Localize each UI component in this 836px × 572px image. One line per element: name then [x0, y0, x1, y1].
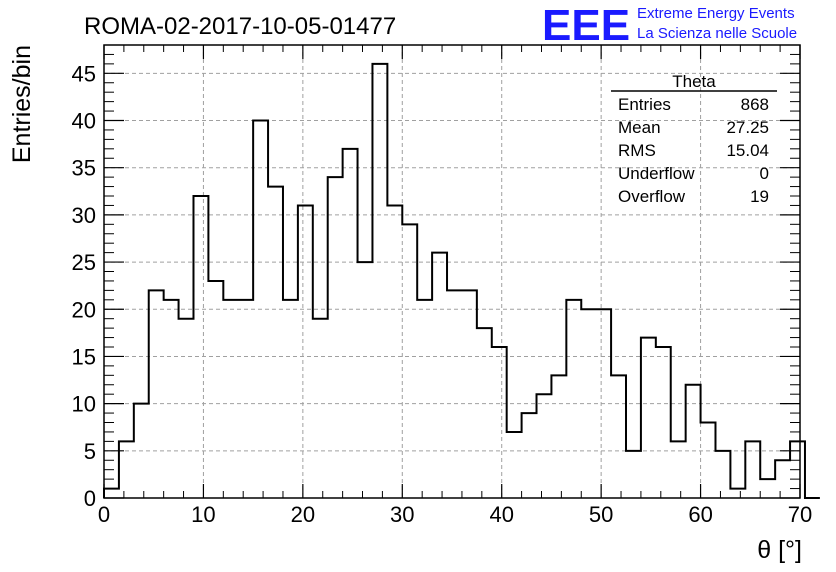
histogram-bin	[641, 338, 656, 498]
x-tick-label: 70	[788, 502, 812, 527]
x-tick-labels: 0 10 20 30 40 50 60 70	[98, 502, 812, 527]
y-tick-label: 25	[72, 250, 96, 275]
histogram-bin	[372, 64, 387, 498]
histogram-bin	[775, 460, 790, 498]
histogram-bin	[193, 196, 208, 498]
histogram-bin	[566, 300, 581, 498]
histogram-bin	[283, 300, 298, 498]
histogram-bin	[686, 385, 701, 498]
eee-logo: EEE	[542, 1, 630, 50]
y-tick-label: 40	[72, 109, 96, 134]
x-tick-label: 60	[688, 502, 712, 527]
stats-label-entries: Entries	[618, 95, 671, 114]
histogram-bin	[402, 224, 417, 498]
histogram-bin	[611, 375, 626, 498]
stats-value-mean: 27.25	[726, 118, 769, 137]
x-tick-label: 20	[291, 502, 315, 527]
histogram-bin	[492, 347, 507, 498]
histogram-bin	[790, 441, 805, 498]
y-tick-label: 5	[84, 439, 96, 464]
y-tick-label: 0	[84, 486, 96, 511]
histogram-bin	[208, 281, 223, 498]
histogram-bin	[715, 451, 730, 498]
histogram-bin	[596, 309, 611, 498]
histogram-bin	[462, 290, 477, 498]
x-tick-label: 50	[589, 502, 613, 527]
y-axis-label: Entries/bin	[8, 45, 36, 163]
stats-label-underflow: Underflow	[618, 164, 695, 183]
histogram-bin	[745, 441, 760, 498]
stats-label-overflow: Overflow	[618, 187, 686, 206]
histogram-bin	[447, 290, 462, 498]
histogram-bin	[656, 347, 671, 498]
histogram-bin	[179, 319, 194, 498]
y-tick-label: 10	[72, 392, 96, 417]
stats-value-overflow: 19	[750, 187, 769, 206]
histogram-bin	[238, 300, 253, 498]
histogram-bin	[551, 375, 566, 498]
logo-subtitle-line2: La Scienza nelle Scuole	[637, 25, 797, 42]
histogram-bin	[298, 205, 313, 498]
y-tick-label: 30	[72, 203, 96, 228]
x-tick-label: 40	[489, 502, 513, 527]
histogram-bin	[119, 441, 134, 498]
x-axis-label: θ [°]	[757, 536, 802, 564]
histogram-bin	[328, 177, 343, 498]
histogram-bin	[760, 479, 775, 498]
histogram-outline	[103, 62, 820, 499]
histogram-bin	[313, 319, 328, 498]
histogram-bin	[104, 489, 119, 498]
stats-box: Theta Entries 868 Mean 27.25 RMS 15.04 U…	[611, 72, 777, 206]
histogram-bin	[417, 300, 432, 498]
stats-value-entries: 868	[741, 95, 769, 114]
x-tick-label: 10	[191, 502, 215, 527]
histogram-bin	[701, 423, 716, 499]
histogram-bin	[253, 121, 268, 499]
histogram-bin	[537, 394, 552, 498]
histogram-bin	[581, 309, 596, 498]
y-tick-label: 35	[72, 156, 96, 181]
histogram-bin	[730, 489, 745, 498]
plot-frame	[103, 44, 801, 499]
histogram-bin	[149, 290, 164, 498]
stats-label-rms: RMS	[618, 141, 656, 160]
y-tick-label: 15	[72, 344, 96, 369]
histogram-bin	[507, 432, 522, 498]
logo-subtitle-line1: Extreme Energy Events	[637, 5, 795, 22]
histogram-bin	[268, 187, 283, 498]
stats-title: Theta	[672, 72, 716, 91]
histogram-bin	[671, 441, 686, 498]
y-tick-labels: 0 5 10 15 20 25 30 35 40 45	[72, 61, 96, 511]
y-tick-label: 20	[72, 297, 96, 322]
stats-label-mean: Mean	[618, 118, 661, 137]
y-tick-label: 45	[72, 61, 96, 86]
histogram-bin	[343, 149, 358, 498]
histogram-bin	[626, 451, 641, 498]
x-tick-label: 0	[98, 502, 110, 527]
x-tick-label: 30	[390, 502, 414, 527]
chart-title: ROMA-02-2017-10-05-01477	[84, 13, 396, 40]
histogram-bin	[522, 413, 537, 498]
histogram-bin	[134, 404, 149, 498]
histogram-bin	[164, 300, 179, 498]
histogram-bin	[432, 253, 447, 498]
histogram-bin	[358, 262, 373, 498]
stats-value-underflow: 0	[760, 164, 769, 183]
histogram-bin	[477, 328, 492, 498]
grid-lines	[104, 45, 800, 498]
histogram-bin	[223, 300, 238, 498]
stats-value-rms: 15.04	[726, 141, 769, 160]
histogram-bin	[387, 205, 402, 498]
